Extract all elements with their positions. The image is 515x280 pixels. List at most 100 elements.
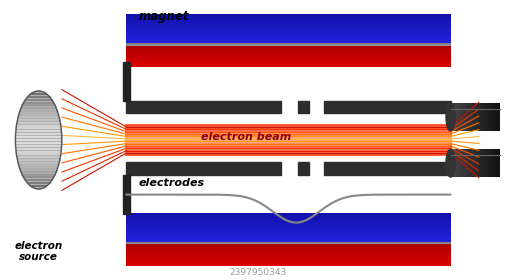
Bar <box>126 236 451 237</box>
Bar <box>126 31 451 32</box>
Bar <box>126 48 451 49</box>
Bar <box>126 64 451 65</box>
Bar <box>126 41 451 42</box>
Bar <box>126 217 451 218</box>
Bar <box>469 103 471 131</box>
Bar <box>126 23 451 24</box>
Bar <box>126 232 451 233</box>
Bar <box>126 20 451 21</box>
Bar <box>495 103 497 131</box>
Bar <box>126 230 451 231</box>
Bar <box>126 29 451 30</box>
Bar <box>468 103 469 131</box>
Bar <box>126 44 451 45</box>
Bar <box>456 149 458 177</box>
Bar <box>461 149 462 177</box>
Bar <box>463 103 464 131</box>
Bar <box>464 103 465 131</box>
Bar <box>464 149 465 177</box>
Bar <box>126 233 451 234</box>
Bar <box>126 28 451 29</box>
Bar <box>454 149 455 177</box>
Bar <box>123 62 130 101</box>
Bar <box>126 213 451 214</box>
Bar <box>497 103 499 131</box>
Bar <box>298 101 309 113</box>
Bar <box>466 149 468 177</box>
Text: 2397950343: 2397950343 <box>229 268 286 277</box>
Bar <box>491 103 493 131</box>
Bar <box>126 243 451 244</box>
Bar <box>126 32 451 33</box>
Bar <box>126 243 451 244</box>
Bar <box>465 149 466 177</box>
Bar <box>483 149 484 177</box>
Bar <box>126 50 451 51</box>
Bar <box>126 46 451 47</box>
Bar <box>126 244 451 245</box>
Bar <box>126 260 451 261</box>
Bar <box>126 236 451 237</box>
Bar <box>126 243 451 244</box>
Bar <box>126 245 451 246</box>
Bar <box>126 244 451 245</box>
Bar <box>462 149 464 177</box>
Bar <box>126 65 451 66</box>
Bar <box>488 149 489 177</box>
Bar <box>483 103 485 131</box>
Bar <box>490 103 491 131</box>
Bar <box>126 242 451 243</box>
Bar <box>126 65 451 66</box>
Bar <box>126 36 451 37</box>
Bar <box>126 250 451 251</box>
Bar <box>126 16 451 17</box>
Bar <box>126 47 451 48</box>
Bar <box>458 149 459 177</box>
Bar <box>126 265 451 266</box>
Bar <box>126 265 451 266</box>
Bar <box>126 248 451 249</box>
Bar <box>126 62 451 63</box>
Bar <box>467 149 468 177</box>
Bar <box>126 58 451 59</box>
Bar <box>494 103 495 131</box>
Bar <box>479 149 480 177</box>
Bar <box>126 240 451 241</box>
Bar <box>126 54 451 55</box>
Bar <box>470 103 472 131</box>
Bar <box>126 25 451 26</box>
Bar <box>126 226 451 227</box>
Bar <box>126 243 451 244</box>
Bar <box>126 60 451 61</box>
Bar <box>453 103 454 131</box>
Bar <box>126 242 451 243</box>
Bar <box>126 243 451 244</box>
Bar <box>126 56 451 57</box>
Bar <box>499 103 500 131</box>
Bar <box>126 24 451 25</box>
Bar <box>126 21 451 22</box>
Bar <box>126 237 451 238</box>
Bar <box>455 149 457 177</box>
Bar <box>458 103 459 131</box>
Bar <box>126 16 451 17</box>
Bar <box>126 39 451 40</box>
Bar <box>126 252 451 253</box>
Bar <box>457 149 458 177</box>
Bar <box>126 59 451 60</box>
Bar <box>126 41 451 42</box>
Bar <box>126 21 451 22</box>
Bar <box>126 15 451 16</box>
Bar <box>466 103 468 131</box>
Bar <box>123 175 130 214</box>
Bar <box>126 218 451 219</box>
Bar <box>126 233 451 234</box>
Bar <box>126 19 451 20</box>
Bar <box>126 235 451 236</box>
Bar <box>452 149 454 177</box>
Bar <box>126 17 451 18</box>
Bar <box>126 240 451 241</box>
Bar <box>126 33 451 34</box>
Ellipse shape <box>446 149 455 177</box>
Bar <box>126 229 451 230</box>
